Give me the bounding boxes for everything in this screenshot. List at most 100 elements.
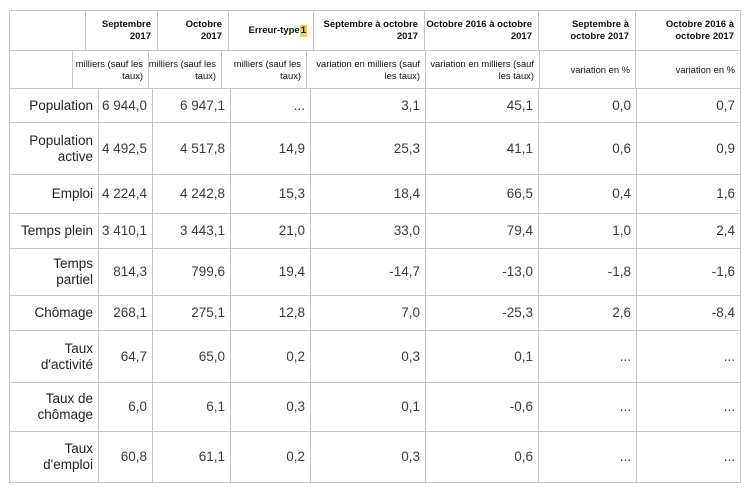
table-row-taux-activite: Taux d'activité 64,7 65,0 0,2 0,3 0,1 ..…: [9, 331, 741, 383]
table-cell: 4 242,8: [152, 175, 230, 213]
table-cell: 814,3: [98, 249, 152, 295]
table-cell: 0,3: [310, 331, 425, 382]
corner-cell: [9, 11, 85, 50]
column-header-sept-a-oct-2017-pct: Septembre à octobre 2017: [538, 11, 635, 50]
table-cell: 0,3: [230, 383, 310, 431]
table-cell: 4 224,4: [98, 175, 152, 213]
table-cell: 6 947,1: [152, 89, 230, 122]
table-cell: 14,9: [230, 123, 310, 174]
unit-cell: milliers (sauf les taux): [72, 51, 148, 88]
table-cell: 41,1: [425, 123, 538, 174]
table-cell: 0,7: [636, 89, 741, 122]
table-cell: -1,8: [538, 249, 636, 295]
table-cell: 0,6: [538, 123, 636, 174]
table-cell: -13,0: [425, 249, 538, 295]
table-cell: 3 443,1: [152, 214, 230, 248]
table-cell: 1,0: [538, 214, 636, 248]
table-cell: 799,6: [152, 249, 230, 295]
table-cell: -0,6: [425, 383, 538, 431]
table-cell: ...: [636, 432, 741, 482]
table-cell: 19,4: [230, 249, 310, 295]
table-cell: 6,1: [152, 383, 230, 431]
table-cell: 4 492,5: [98, 123, 152, 174]
table-cell: 275,1: [152, 296, 230, 330]
row-label: Taux de chômage: [9, 383, 98, 431]
table-cell: 268,1: [98, 296, 152, 330]
table-cell: ...: [538, 383, 636, 431]
table-cell: 4 517,8: [152, 123, 230, 174]
table-cell: ...: [636, 331, 741, 382]
table-cell: 25,3: [310, 123, 425, 174]
table-row-population: Population 6 944,0 6 947,1 ... 3,1 45,1 …: [9, 89, 741, 123]
unit-cell: milliers (sauf les taux): [148, 51, 221, 88]
table-cell: 3 410,1: [98, 214, 152, 248]
table-cell: 0,6: [425, 432, 538, 482]
table-cell: 1,6: [636, 175, 741, 213]
table-cell: 0,1: [425, 331, 538, 382]
table-cell: 0,0: [538, 89, 636, 122]
table-cell: 0,2: [230, 432, 310, 482]
labour-force-table: Septembre 2017 Octobre 2017 Erreur-type 1…: [9, 10, 741, 483]
table-cell: 60,8: [98, 432, 152, 482]
table-cell: 0,9: [636, 123, 741, 174]
table-cell: 2,6: [538, 296, 636, 330]
table-cell: 0,2: [230, 331, 310, 382]
column-header-septembre-2017: Septembre 2017: [85, 11, 157, 50]
table-cell: 3,1: [310, 89, 425, 122]
table-cell: 6 944,0: [98, 89, 152, 122]
table-cell: 0,3: [310, 432, 425, 482]
row-label: Emploi: [9, 175, 98, 213]
column-header-octobre-2017: Octobre 2017: [157, 11, 228, 50]
erreur-type-label: Erreur-type: [248, 24, 300, 36]
column-header-erreur-type: Erreur-type 1: [228, 11, 313, 50]
table-cell: 21,0: [230, 214, 310, 248]
table-cell: -25,3: [425, 296, 538, 330]
corner-cell-units: [9, 51, 72, 88]
footnote-link[interactable]: 1: [299, 24, 307, 37]
table-cell: 0,1: [310, 383, 425, 431]
table-row-emploi: Emploi 4 224,4 4 242,8 15,3 18,4 66,5 0,…: [9, 175, 741, 214]
table-cell: 7,0: [310, 296, 425, 330]
row-label: Taux d'activité: [9, 331, 98, 382]
table-cell: ...: [538, 331, 636, 382]
header-row-units: milliers (sauf les taux) milliers (sauf …: [9, 51, 741, 89]
table-cell: 33,0: [310, 214, 425, 248]
table-cell: ...: [636, 383, 741, 431]
table-cell: 65,0: [152, 331, 230, 382]
table-row-temps-plein: Temps plein 3 410,1 3 443,1 21,0 33,0 79…: [9, 214, 741, 249]
table-cell: 2,4: [636, 214, 741, 248]
table-cell: 45,1: [425, 89, 538, 122]
column-header-oct2016-a-oct2017: Octobre 2016 à octobre 2017: [424, 11, 538, 50]
column-header-sept-a-oct-2017: Septembre à octobre 2017: [313, 11, 424, 50]
table-row-population-active: Population active 4 492,5 4 517,8 14,9 2…: [9, 123, 741, 175]
table-row-chomage: Chômage 268,1 275,1 12,8 7,0 -25,3 2,6 -…: [9, 296, 741, 331]
table-cell: 64,7: [98, 331, 152, 382]
table-cell: 66,5: [425, 175, 538, 213]
table-cell: 18,4: [310, 175, 425, 213]
column-header-oct2016-a-oct2017-pct: Octobre 2016 à octobre 2017: [635, 11, 741, 50]
table-row-temps-partiel: Temps partiel 814,3 799,6 19,4 -14,7 -13…: [9, 249, 741, 296]
table-cell: 79,4: [425, 214, 538, 248]
unit-cell: variation en %: [539, 51, 635, 88]
row-label: Temps plein: [9, 214, 98, 248]
table-cell: -8,4: [636, 296, 741, 330]
row-label: Chômage: [9, 296, 98, 330]
unit-cell: variation en milliers (sauf les taux): [306, 51, 425, 88]
header-row-periods: Septembre 2017 Octobre 2017 Erreur-type 1…: [9, 11, 741, 51]
table-cell: ...: [538, 432, 636, 482]
row-label: Population active: [9, 123, 98, 174]
table-cell: -14,7: [310, 249, 425, 295]
table-cell: 15,3: [230, 175, 310, 213]
table-cell: 61,1: [152, 432, 230, 482]
table-row-taux-chomage: Taux de chômage 6,0 6,1 0,3 0,1 -0,6 ...…: [9, 383, 741, 432]
row-label: Temps partiel: [9, 249, 98, 295]
table-cell: 12,8: [230, 296, 310, 330]
unit-cell: milliers (sauf les taux): [221, 51, 306, 88]
table-cell: -1,6: [636, 249, 741, 295]
table-cell: ...: [230, 89, 310, 122]
row-label: Population: [9, 89, 98, 122]
unit-cell: variation en milliers (sauf les taux): [425, 51, 539, 88]
table-cell: 0,4: [538, 175, 636, 213]
table-row-taux-emploi: Taux d'emploi 60,8 61,1 0,2 0,3 0,6 ... …: [9, 432, 741, 483]
